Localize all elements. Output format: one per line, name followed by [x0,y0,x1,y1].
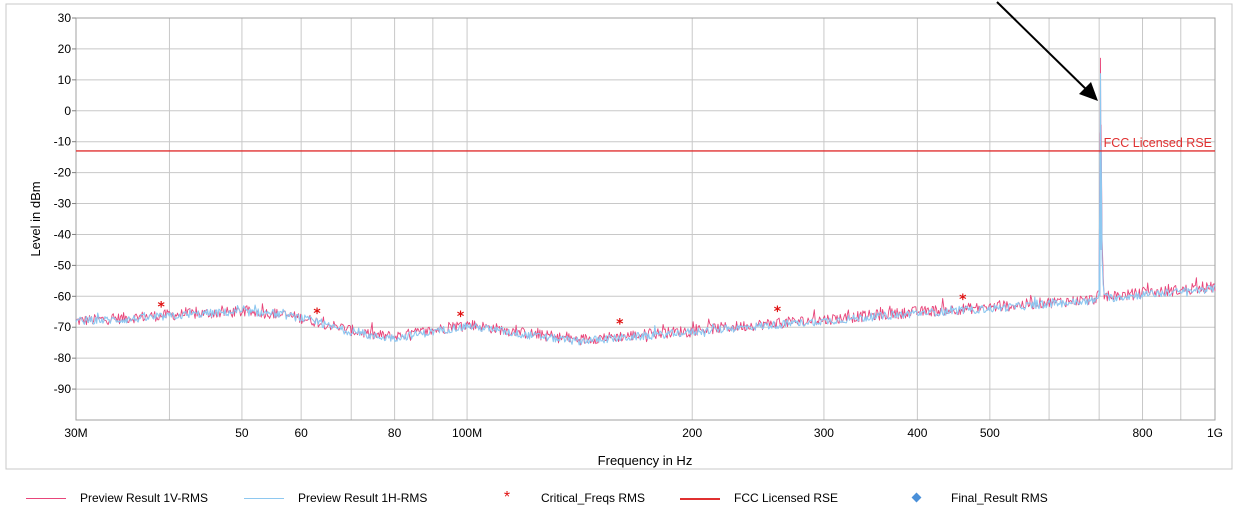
y-tick-label: -90 [54,382,72,396]
y-tick-label: 30 [58,11,72,25]
critical-freq-marker: * [616,317,624,333]
x-tick-label: 100M [452,426,482,440]
x-tick-labels: 30M 50 60 80 100M 200 300 400 500 800 1G [64,426,1223,440]
annotation-arrow [996,1,1098,101]
legend-label: Final_Result RMS [951,491,1048,505]
y-tick-label: -10 [54,135,72,149]
y-tick-label: -70 [54,320,72,334]
series: * * * * * * [75,57,1216,346]
limit-line-label: FCC Licensed RSE [1104,136,1212,150]
critical-freq-marker: * [457,309,465,325]
legend-label: Critical_Freqs RMS [541,491,646,505]
x-tick-label: 400 [907,426,927,440]
legend-item-1v: Preview Result 1V-RMS [24,488,208,508]
legend-item-fcc: FCC Licensed RSE [678,488,838,508]
legend-swatch-1v [24,491,68,505]
legend-swatch-1h [242,491,286,505]
x-tick-label: 60 [294,426,308,440]
series-line-preview-result-1h-rms [75,73,1216,346]
y-tick-label: -80 [54,351,72,365]
legend-label: Preview Result 1H-RMS [298,491,428,505]
y-axis-title: Level in dBm [28,181,43,256]
y-tick-label: -30 [54,197,72,211]
chart-frame [5,3,1233,470]
legend-item-critical: * Critical_Freqs RMS [485,488,645,508]
critical-freq-marker: * [959,292,967,308]
y-tick-labels: 30 20 10 0 -10 -20 -30 -40 -50 -60 -70 -80 -90 [54,11,76,396]
y-tick-label: -20 [54,166,72,180]
legend: Preview Result 1V-RMS Preview Result 1H-… [0,488,1235,508]
critical-freq-marker: * [313,306,321,322]
y-tick-label: 0 [64,104,71,118]
critical-freq-marker: * [774,304,782,320]
y-tick-label: 20 [58,42,72,56]
y-tick-label: -40 [54,227,72,241]
x-tick-label: 50 [235,426,249,440]
x-tick-label: 300 [814,426,834,440]
plot-area-border [75,17,1216,421]
legend-label: FCC Licensed RSE [734,491,839,505]
legend-item-final: Final_Result RMS [895,488,1048,508]
x-tick-label: 800 [1133,426,1153,440]
x-tick-label: 500 [980,426,1000,440]
x-tick-label: 1G [1207,426,1223,440]
legend-label: Preview Result 1V-RMS [80,491,209,505]
critical-freq-marker: * [158,300,166,316]
y-tick-label: 10 [58,73,72,87]
diamond-icon [895,491,939,505]
asterisk-icon: * [503,489,511,506]
legend-item-1h: Preview Result 1H-RMS [242,488,427,508]
x-tick-label: 30M [64,426,87,440]
x-tick-label: 200 [682,426,702,440]
x-tick-label: 80 [388,426,402,440]
x-axis-title: Frequency in Hz [598,453,693,468]
legend-swatch-fcc [678,491,722,505]
y-tick-label: -50 [54,258,72,272]
y-tick-label: -60 [54,289,72,303]
